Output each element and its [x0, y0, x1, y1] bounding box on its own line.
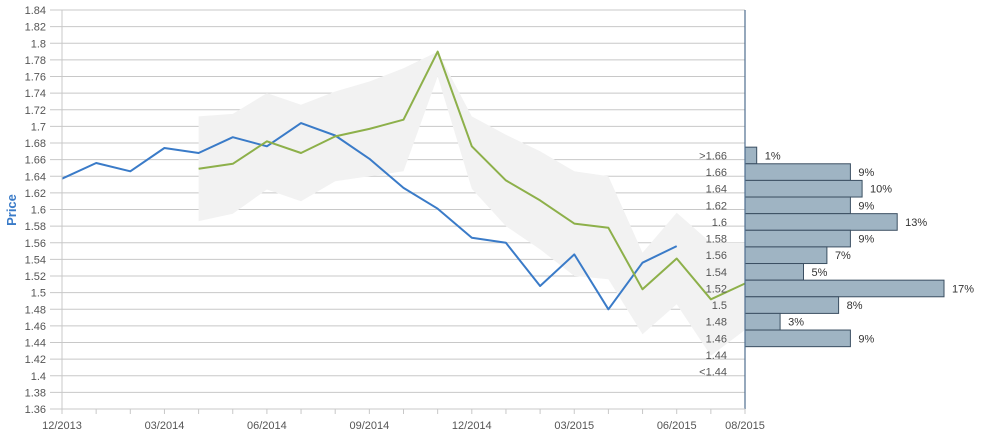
x-tick-label: 08/2015 [725, 420, 765, 432]
y-tick-label: 1.56 [25, 238, 46, 250]
y-tick-label: 1.84 [25, 5, 46, 17]
y-tick-label: 1.52 [25, 271, 46, 283]
forecast-band [198, 51, 780, 356]
y-tick-label: 1.48 [25, 304, 46, 316]
histogram-percent-label: 8% [847, 300, 863, 312]
histogram-bar [744, 329, 851, 348]
histogram-percent-label: 3% [788, 317, 804, 329]
histogram-bin-label: 1.52 [706, 283, 727, 295]
y-tick-label: 1.76 [25, 72, 46, 84]
grid-lines: 1.36 1.38 1.4 1.42 1.44 1.46 1.48 1.5 1.52 1.54 1.… [25, 5, 745, 416]
y-tick-label: 1.64 [25, 171, 46, 183]
y-tick-label: 1.36 [25, 404, 46, 416]
histogram-bin-label: 1.5 [712, 300, 727, 312]
y-tick-label: 1.42 [25, 354, 46, 366]
histogram-bin-label: 1.64 [706, 184, 727, 196]
y-tick-label: 1.74 [25, 88, 46, 100]
x-tick-label: 06/2014 [247, 420, 287, 432]
histogram-bin-label: 1.66 [706, 167, 727, 179]
histogram-bin-label: 1.56 [706, 250, 727, 262]
histogram-bin-label: >1.66 [699, 150, 727, 162]
y-tick-label: 1.46 [25, 321, 46, 333]
series-lines [61, 50, 780, 311]
histogram-bar [744, 213, 898, 231]
y-tick-label: 1.4 [31, 371, 46, 383]
histogram-percent-label: 1% [765, 150, 781, 162]
y-tick-label: 1.7 [31, 121, 46, 133]
histogram-percent-label: 10% [870, 184, 892, 196]
y-tick-label: 1.8 [31, 38, 46, 50]
histogram-percent-label: 9% [858, 167, 874, 179]
y-tick-label: 1.82 [25, 22, 46, 34]
y-tick-label: 1.38 [25, 387, 46, 399]
histogram-bin-label: 1.44 [706, 350, 727, 362]
histogram-percent-label: 9% [858, 200, 874, 212]
histogram-bin-label: 1.46 [706, 333, 727, 345]
y-tick-label: 1.78 [25, 55, 46, 67]
histogram-percent-label: 5% [812, 267, 828, 279]
histogram-bar [744, 312, 781, 331]
x-tick-label: 03/2015 [554, 420, 594, 432]
forecast-range-band [198, 51, 780, 356]
histogram-bin-label: 1.58 [706, 234, 727, 246]
y-tick-label: 1.62 [25, 188, 46, 200]
histogram-bar [744, 179, 863, 198]
histogram-bin-label: 1.62 [706, 200, 727, 212]
histogram-percent-label: 9% [858, 234, 874, 246]
x-tick-label: 12/2014 [452, 420, 492, 432]
y-tick-label: 1.5 [31, 288, 46, 300]
histogram-percent-label: 7% [835, 250, 851, 262]
histogram-bar [744, 296, 840, 314]
histogram-bar [744, 163, 851, 181]
y-tick-label: 1.44 [25, 338, 46, 350]
histogram-bar [744, 263, 804, 281]
y-axis-label: Price [4, 194, 19, 226]
histogram-bin-label: 1.6 [712, 217, 727, 229]
histogram-bar [744, 229, 851, 248]
distribution-histogram: >1.66 1% 1.66 9% 1.64 10% 1.62 9% 1.6 13% 1.58 9% 1.… [699, 146, 974, 379]
histogram-bar [744, 146, 758, 165]
histogram-bar [744, 196, 851, 215]
y-tick-label: 1.68 [25, 138, 46, 150]
y-tick-label: 1.66 [25, 155, 46, 167]
x-tick-label: 12/2013 [42, 420, 82, 432]
y-tick-label: 1.72 [25, 105, 46, 117]
histogram-percent-label: 13% [905, 217, 927, 229]
histogram-bar [744, 279, 945, 298]
y-tick-label: 1.6 [31, 205, 46, 217]
histogram-bar [744, 246, 828, 265]
histogram-bin-label: 1.54 [706, 267, 727, 279]
histogram-percent-label: 9% [858, 333, 874, 345]
x-tick-label: 03/2014 [145, 420, 185, 432]
y-tick-label: 1.58 [25, 221, 46, 233]
series-line-forecast [198, 50, 780, 301]
histogram-bin-label: <1.44 [699, 367, 727, 379]
x-tick-label: 09/2014 [349, 420, 389, 432]
x-tick-label: 06/2015 [657, 420, 697, 432]
axes: 12/2013 03/2014 06/2014 09/2014 12/2014 03/20… [42, 10, 765, 432]
histogram-bin-label: 1.48 [706, 317, 727, 329]
y-tick-label: 1.54 [25, 254, 46, 266]
histogram-percent-label: 17% [952, 283, 974, 295]
